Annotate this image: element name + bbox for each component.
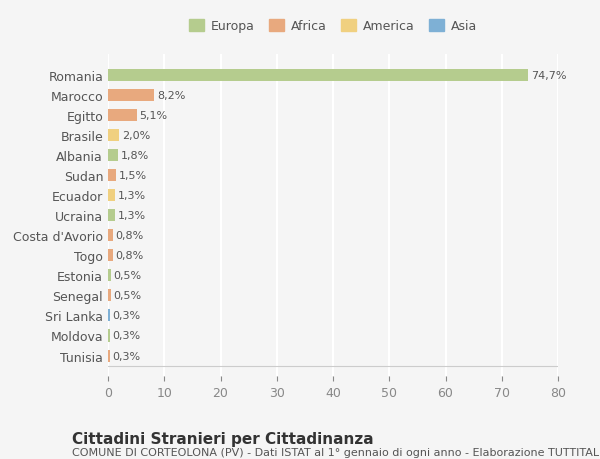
Text: Cittadini Stranieri per Cittadinanza: Cittadini Stranieri per Cittadinanza xyxy=(72,431,374,447)
Text: COMUNE DI CORTEOLONA (PV) - Dati ISTAT al 1° gennaio di ogni anno - Elaborazione: COMUNE DI CORTEOLONA (PV) - Dati ISTAT a… xyxy=(72,448,600,458)
Bar xyxy=(108,230,113,242)
Bar xyxy=(108,250,113,262)
Text: 0,3%: 0,3% xyxy=(113,351,140,361)
Text: 1,5%: 1,5% xyxy=(119,171,148,181)
Text: 5,1%: 5,1% xyxy=(139,111,167,121)
Text: 74,7%: 74,7% xyxy=(531,71,566,81)
Bar xyxy=(108,150,118,162)
Text: 1,3%: 1,3% xyxy=(118,211,146,221)
Text: 1,3%: 1,3% xyxy=(118,191,146,201)
Bar xyxy=(108,290,111,302)
Bar xyxy=(108,330,110,342)
Text: 2,0%: 2,0% xyxy=(122,131,151,141)
Text: 1,8%: 1,8% xyxy=(121,151,149,161)
Text: 8,2%: 8,2% xyxy=(157,91,185,101)
Legend: Europa, Africa, America, Asia: Europa, Africa, America, Asia xyxy=(189,20,477,33)
Bar xyxy=(108,170,116,182)
Text: 0,8%: 0,8% xyxy=(115,231,143,241)
Bar xyxy=(108,130,119,142)
Text: 0,5%: 0,5% xyxy=(113,291,142,301)
Text: 0,3%: 0,3% xyxy=(113,331,140,341)
Bar xyxy=(108,310,110,322)
Text: 0,5%: 0,5% xyxy=(113,271,142,281)
Bar xyxy=(108,90,154,102)
Text: 0,3%: 0,3% xyxy=(113,311,140,321)
Bar xyxy=(108,350,110,362)
Text: 0,8%: 0,8% xyxy=(115,251,143,261)
Bar xyxy=(108,270,111,282)
Bar xyxy=(108,210,115,222)
Bar xyxy=(108,110,137,122)
Bar xyxy=(108,190,115,202)
Bar xyxy=(108,70,528,82)
